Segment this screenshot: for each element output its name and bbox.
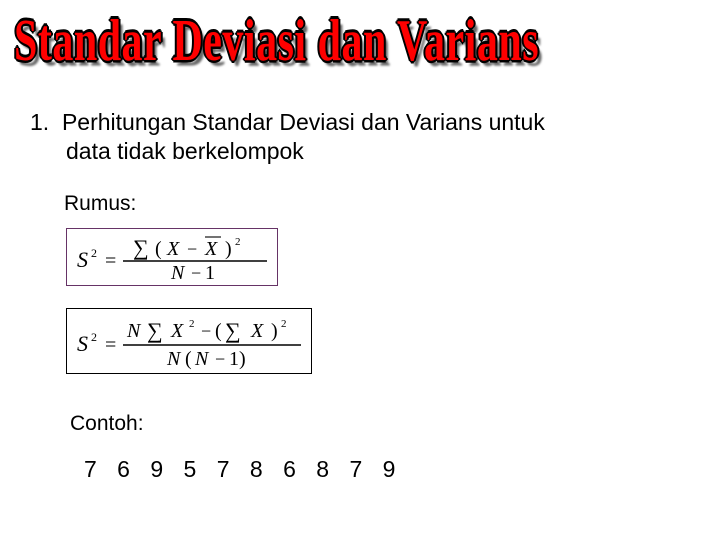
f2-eq: = xyxy=(105,334,116,356)
example-data: 7 6 9 5 7 8 6 8 7 9 xyxy=(84,456,395,483)
section-line2: data tidak berkelompok xyxy=(66,138,304,164)
f1-open: ( xyxy=(155,238,162,260)
f1-denom1: 1 xyxy=(205,262,215,283)
f2-X2: X xyxy=(250,320,264,342)
formula1-svg: S 2 = ∑ ( X − X ) 2 N − 1 xyxy=(75,233,271,283)
f2-sq1: 2 xyxy=(189,318,195,330)
f1-sq: 2 xyxy=(235,236,241,248)
f2-close: ) xyxy=(271,320,278,342)
f1-eq: = xyxy=(105,250,116,272)
rumus-label: Rumus: xyxy=(64,192,136,216)
section-line1: Perhitungan Standar Deviasi dan Varians … xyxy=(62,109,545,135)
f2-N1: N xyxy=(126,320,142,342)
f2-dclose: ) xyxy=(239,348,246,370)
f2-dopen: ( xyxy=(185,348,192,370)
f2-open: ( xyxy=(215,320,222,342)
contoh-label: Contoh: xyxy=(70,412,144,436)
f2-d1: 1 xyxy=(229,348,239,370)
formula-variance-box2: S 2 = N ∑ X 2 − ( ∑ X ) 2 N ( N − 1 ) xyxy=(66,308,312,374)
formula2-svg: S 2 = N ∑ X 2 − ( ∑ X ) 2 N ( N − 1 ) xyxy=(75,313,305,371)
f1-sup: 2 xyxy=(91,246,97,260)
section-number: 1. xyxy=(30,109,49,135)
f2-dN2: N xyxy=(194,348,210,370)
formula-variance-box1: S 2 = ∑ ( X − X ) 2 N − 1 xyxy=(66,228,278,286)
f1-X: X xyxy=(166,238,180,260)
f2-sq2: 2 xyxy=(281,318,287,330)
f2-sup: 2 xyxy=(91,330,97,344)
f2-minus: − xyxy=(201,321,211,341)
f1-denomMinus: − xyxy=(191,263,201,283)
f2-sum1: ∑ xyxy=(147,318,163,343)
f2-dN: N xyxy=(166,348,182,370)
f1-sum: ∑ xyxy=(133,235,149,260)
f2-dminus: − xyxy=(215,349,225,369)
f2-lhs: S xyxy=(77,331,88,356)
f2-sum2: ∑ xyxy=(225,318,241,343)
f1-denomN: N xyxy=(170,262,186,283)
f1-Xbar: X xyxy=(204,238,218,260)
f1-close: ) xyxy=(225,238,232,260)
f1-lhs: S xyxy=(77,247,88,272)
section-paragraph: 1. Perhitungan Standar Deviasi dan Varia… xyxy=(30,108,690,166)
slide-title: Standar Deviasi dan Varians xyxy=(14,8,539,75)
f2-X1: X xyxy=(170,320,184,342)
f1-minus: − xyxy=(187,239,197,259)
